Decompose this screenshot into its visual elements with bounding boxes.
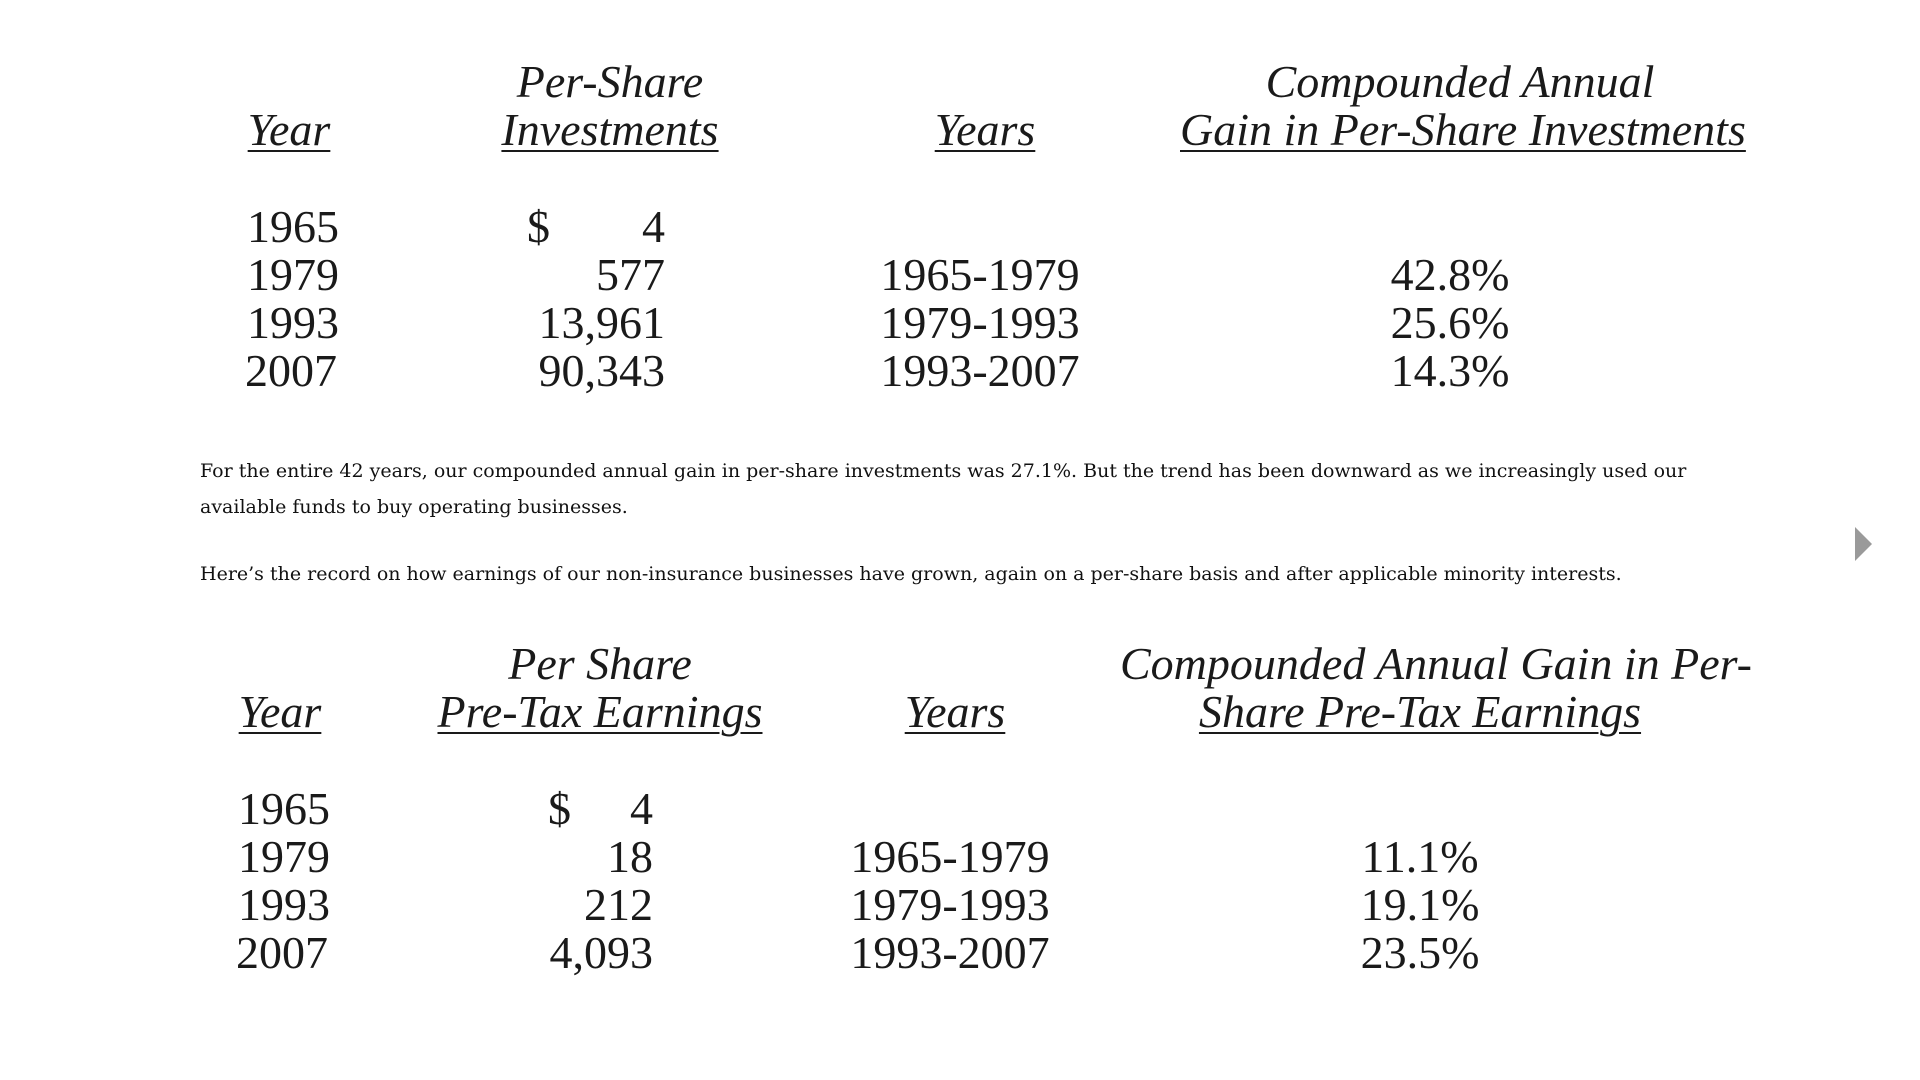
- cell-gain: 23.5%: [1360, 927, 1480, 978]
- header-value-line1: Per Share: [508, 638, 692, 689]
- header-gain-line2: Share Pre-Tax Earnings: [1198, 686, 1642, 737]
- cell-value: 18: [607, 831, 653, 882]
- cell-gain: [1360, 203, 1540, 251]
- cell-year: 2007: [236, 927, 328, 978]
- cell-period: 1993-2007: [850, 927, 1050, 978]
- paragraph-investments-summary: For the entire 42 years, our compounded …: [200, 460, 1687, 518]
- cell-gain: 42.8%: [1390, 249, 1510, 300]
- triangle-right-icon[interactable]: [1855, 527, 1872, 561]
- cell-value: 4,093: [549, 927, 654, 978]
- cell-period: 1993-2007: [880, 345, 1080, 396]
- cell-period: [880, 203, 1080, 251]
- header-year-label: Year: [247, 104, 331, 155]
- cell-currency: $: [527, 201, 550, 252]
- header-year-label: Year: [238, 686, 322, 737]
- cell-period: 1965-1979: [880, 249, 1080, 300]
- header-per-share-investments: Per-Share Investments: [450, 58, 770, 154]
- cell-value: 90,343: [538, 345, 666, 396]
- cell-year: 1965: [238, 783, 330, 834]
- cell-year: 1993: [247, 297, 339, 348]
- header-compounded-gain: Compounded Annual Gain in Per-Share Inve…: [1180, 56, 1746, 155]
- header-value-line2: Pre-Tax Earnings: [437, 686, 763, 737]
- cell-period: 1979-1993: [880, 297, 1080, 348]
- header-year: Year: [220, 688, 340, 736]
- cell-year: 1965: [247, 201, 339, 252]
- header-year: Year: [229, 106, 349, 154]
- cell-value: 13,961: [538, 297, 666, 348]
- cell-gain: 11.1%: [1361, 831, 1479, 882]
- header-gain-line2: Gain in Per-Share Investments: [1180, 104, 1746, 155]
- header-years: Years: [905, 106, 1065, 154]
- header-gain-line1: Compounded Annual Gain in Per-: [1120, 638, 1752, 689]
- cell-period: 1965-1979: [850, 831, 1050, 882]
- cell-gain: 14.3%: [1390, 345, 1510, 396]
- cell-gain: 25.6%: [1390, 297, 1510, 348]
- header-years: Years: [875, 688, 1035, 736]
- cell-year: 1993: [238, 879, 330, 930]
- header-per-share-earnings: Per Share Pre-Tax Earnings: [430, 640, 770, 736]
- header-years-label: Years: [904, 686, 1006, 737]
- cell-value: 4: [630, 783, 653, 834]
- cell-value: 577: [596, 249, 665, 300]
- cell-year: 1979: [247, 249, 339, 300]
- cell-gain: 19.1%: [1360, 879, 1480, 930]
- header-compounded-gain: Compounded Annual Gain in Per- Share Pre…: [1120, 638, 1752, 737]
- cell-value: 4: [642, 201, 665, 252]
- cell-period: [850, 785, 1050, 833]
- cell-gain: [1330, 785, 1510, 833]
- cell-year: 1979: [238, 831, 330, 882]
- header-value-line2: Investments: [501, 104, 719, 155]
- header-gain-line1: Compounded Annual: [1265, 56, 1655, 107]
- cell-period: 1979-1993: [850, 879, 1050, 930]
- header-years-label: Years: [934, 104, 1036, 155]
- paragraph-earnings-intro: Here’s the record on how earnings of our…: [200, 563, 1622, 585]
- cell-year: 2007: [245, 345, 337, 396]
- header-value-line1: Per-Share: [516, 56, 704, 107]
- cell-value: 212: [584, 879, 653, 930]
- cell-currency: $: [548, 783, 571, 834]
